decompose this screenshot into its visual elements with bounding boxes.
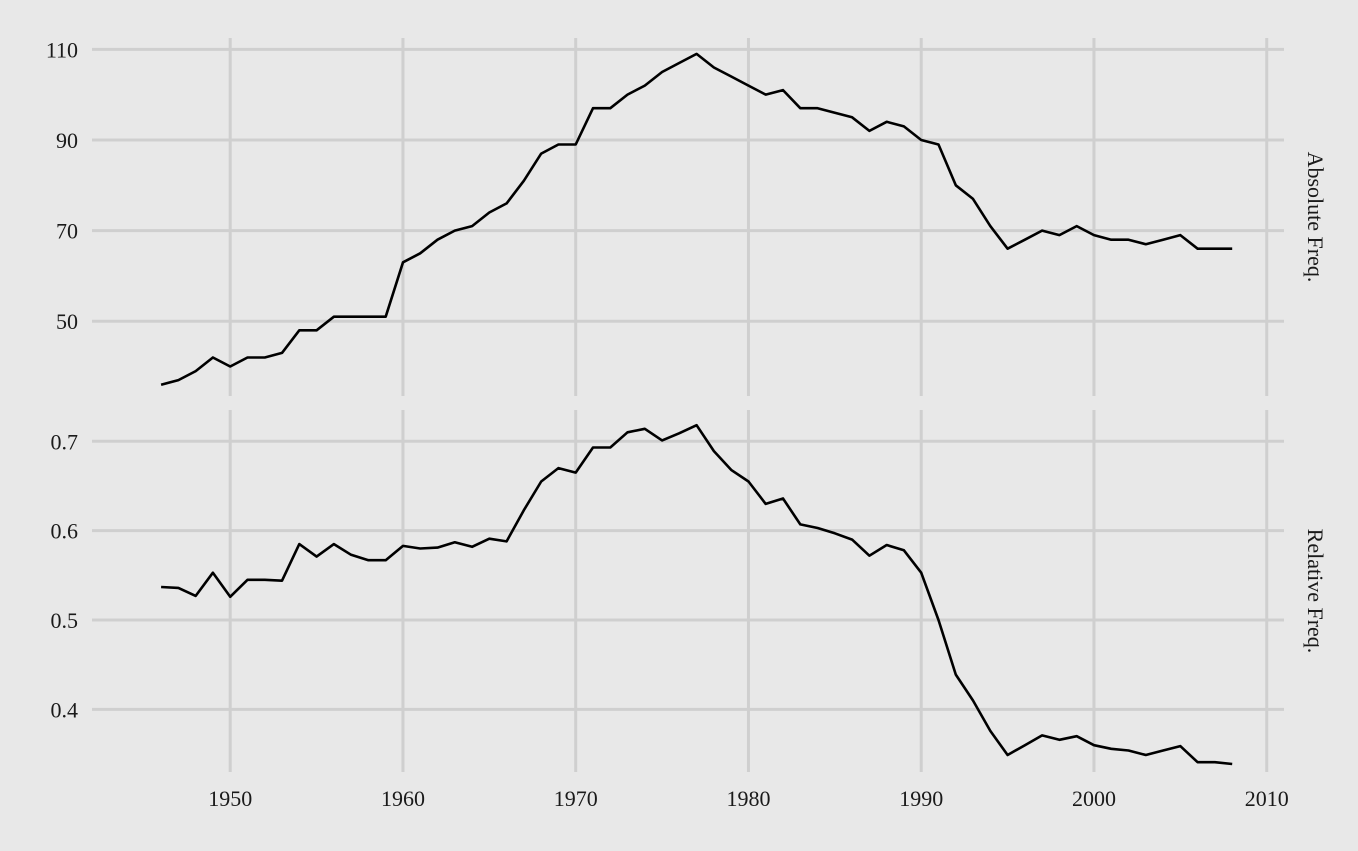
y-tick-label: 0.7 (51, 429, 79, 454)
panel-2: 0.4 0.5 0.6 0.7 Relative Freq. (51, 410, 1328, 772)
y-tick-label: 70 (56, 219, 78, 244)
x-tick-label: 1950 (208, 786, 252, 811)
x-tick-label: 1960 (381, 786, 425, 811)
series-line-1 (160, 52, 1233, 386)
y-tick-label: 110 (46, 37, 78, 62)
x-tick-label: 1970 (554, 786, 598, 811)
facet-strip-label: Relative Freq. (1303, 529, 1328, 654)
y-tick-label: 0.5 (51, 608, 79, 633)
x-tick-label: 2000 (1072, 786, 1116, 811)
x-tick-label: 1980 (726, 786, 770, 811)
facet-strip-label: Absolute Freq. (1303, 152, 1328, 283)
y-tick-label: 0.4 (51, 697, 79, 722)
series-line-2 (161, 423, 1233, 766)
x-tick-label: 1990 (899, 786, 943, 811)
x-axis: 1950 1960 1970 1980 1990 2000 2010 (208, 786, 1289, 811)
x-tick-label: 2010 (1245, 786, 1289, 811)
y-tick-label: 90 (56, 128, 78, 153)
y-tick-label: 50 (56, 309, 78, 334)
panel-1: 50 70 90 110 Absolute Freq. (46, 37, 1328, 396)
y-tick-label: 0.6 (51, 519, 79, 544)
